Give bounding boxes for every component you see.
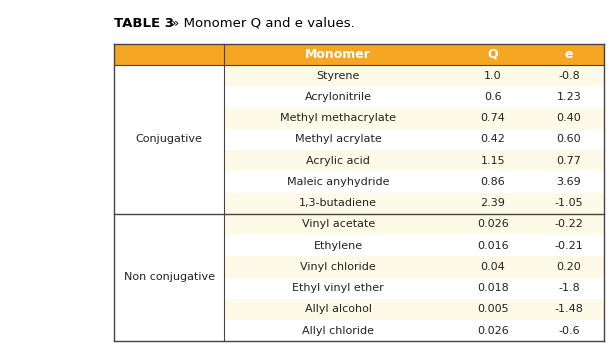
Text: -0.22: -0.22	[555, 219, 583, 229]
Text: 0.60: 0.60	[557, 134, 581, 144]
Bar	[224, 65, 604, 86]
Text: Conjugative: Conjugative	[136, 134, 202, 144]
Text: Methyl acrylate: Methyl acrylate	[295, 134, 382, 144]
Text: 0.86: 0.86	[480, 177, 506, 187]
Text: Ethylene: Ethylene	[314, 241, 363, 251]
Text: Non conjugative: Non conjugative	[124, 273, 215, 282]
Text: Styrene: Styrene	[317, 71, 360, 80]
Bar	[224, 129, 604, 150]
Bar	[224, 320, 604, 341]
Text: 3.69: 3.69	[557, 177, 581, 187]
Text: 0.026: 0.026	[477, 326, 509, 336]
Text: 1,3-butadiene: 1,3-butadiene	[300, 198, 377, 208]
Text: Q: Q	[488, 48, 498, 61]
Text: Allyl alcohol: Allyl alcohol	[305, 304, 371, 314]
Text: Methyl methacrylate: Methyl methacrylate	[280, 113, 396, 123]
Bar	[224, 299, 604, 320]
Text: Maleic anyhydride: Maleic anyhydride	[287, 177, 389, 187]
Text: 0.6: 0.6	[484, 92, 502, 102]
Text: 1.0: 1.0	[484, 71, 502, 80]
Text: Vinyl chloride: Vinyl chloride	[300, 262, 376, 272]
Text: 0.40: 0.40	[557, 113, 581, 123]
Text: 0.016: 0.016	[477, 241, 509, 251]
Text: Allyl chloride: Allyl chloride	[302, 326, 375, 336]
Text: 0.77: 0.77	[557, 156, 581, 166]
Text: e: e	[565, 48, 573, 61]
Bar	[224, 150, 604, 171]
Text: 0.42: 0.42	[480, 134, 506, 144]
Bar	[114, 44, 604, 65]
Text: 0.74: 0.74	[480, 113, 506, 123]
Text: 0.026: 0.026	[477, 219, 509, 229]
Text: Vinyl acetate: Vinyl acetate	[301, 219, 375, 229]
Text: 0.005: 0.005	[477, 304, 509, 314]
Text: 1.15: 1.15	[480, 156, 506, 166]
Text: Acrylonitrile: Acrylonitrile	[305, 92, 371, 102]
Text: -0.8: -0.8	[558, 71, 580, 80]
Bar	[224, 193, 604, 214]
Bar	[224, 107, 604, 129]
Text: -1.48: -1.48	[555, 304, 583, 314]
Text: 1.23: 1.23	[557, 92, 581, 102]
Text: -0.6: -0.6	[558, 326, 580, 336]
Bar	[224, 214, 604, 235]
Bar	[224, 256, 604, 278]
Text: 0.04: 0.04	[480, 262, 506, 272]
Text: Ethyl vinyl ether: Ethyl vinyl ether	[292, 283, 384, 293]
Text: TABLE 3: TABLE 3	[114, 17, 174, 30]
Text: Acrylic acid: Acrylic acid	[306, 156, 370, 166]
Bar	[224, 235, 604, 256]
Text: 0.018: 0.018	[477, 283, 509, 293]
Bar	[224, 86, 604, 107]
Text: -0.21: -0.21	[555, 241, 583, 251]
Text: » Monomer Q and e values.: » Monomer Q and e values.	[167, 17, 355, 30]
Text: 2.39: 2.39	[480, 198, 506, 208]
Bar	[224, 278, 604, 299]
Bar	[224, 171, 604, 193]
Text: -1.8: -1.8	[558, 283, 580, 293]
Text: 0.20: 0.20	[557, 262, 581, 272]
Text: Monomer: Monomer	[305, 48, 371, 61]
Text: -1.05: -1.05	[555, 198, 583, 208]
